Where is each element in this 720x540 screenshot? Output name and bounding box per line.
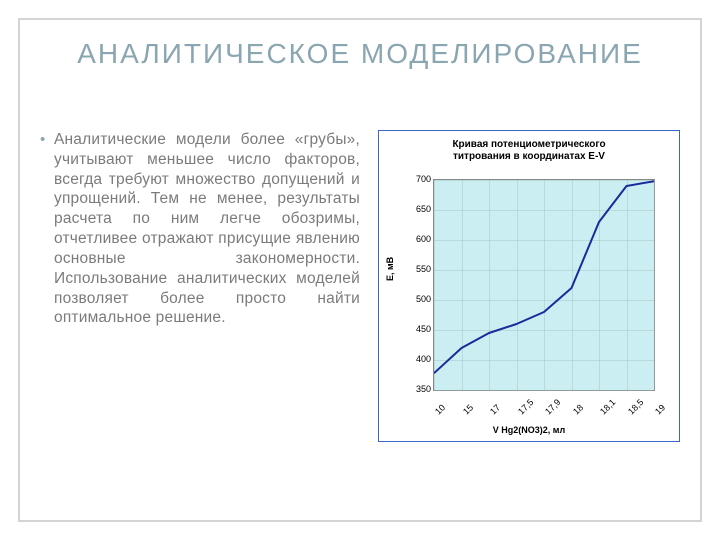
y-tick: 400 <box>401 354 431 364</box>
grid-line <box>434 390 654 391</box>
y-tick: 650 <box>401 204 431 214</box>
y-tick: 600 <box>401 234 431 244</box>
chart-title-line1: Кривая потенциометрического <box>452 139 605 150</box>
y-tick: 700 <box>401 174 431 184</box>
y-tick: 450 <box>401 324 431 334</box>
y-axis-label: E, мВ <box>385 257 395 281</box>
plot-area <box>433 179 655 391</box>
x-tick: 17,5 <box>516 397 535 416</box>
chart-title-line2: титрования в координатах E-V <box>453 151 605 162</box>
grid-line <box>654 180 655 390</box>
text-column: • Аналитические модели более «грубы», уч… <box>40 130 360 500</box>
y-tick: 350 <box>401 384 431 394</box>
content-area: • Аналитические модели более «грубы», уч… <box>40 130 680 500</box>
x-tick: 18 <box>571 402 585 416</box>
y-tick: 550 <box>401 264 431 274</box>
chart-title: Кривая потенциометрического титрования в… <box>379 139 679 163</box>
x-tick: 15 <box>461 402 475 416</box>
bullet-text: Аналитические модели более «грубы», учит… <box>54 130 360 328</box>
page-title: АНАЛИТИЧЕСКОЕ МОДЕЛИРОВАНИЕ <box>0 38 720 70</box>
x-tick: 18,1 <box>598 397 617 416</box>
y-tick: 500 <box>401 294 431 304</box>
x-tick: 18,5 <box>626 397 645 416</box>
x-tick: 17,9 <box>543 397 562 416</box>
curve <box>434 180 654 390</box>
titration-chart: Кривая потенциометрического титрования в… <box>378 130 680 442</box>
x-axis-label: V Hg2(NO3)2, мл <box>379 425 679 435</box>
x-tick: 19 <box>653 402 667 416</box>
bullet-marker: • <box>40 130 54 328</box>
x-tick: 17 <box>488 402 502 416</box>
x-tick: 10 <box>433 402 447 416</box>
bullet-item: • Аналитические модели более «грубы», уч… <box>40 130 360 328</box>
